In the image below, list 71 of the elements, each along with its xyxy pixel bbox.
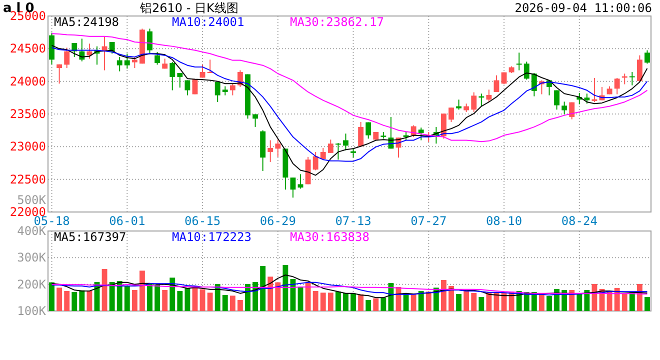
candlestick (524, 61, 530, 80)
text: MA5:167397 (54, 230, 126, 244)
y-tick-label: 22500 (10, 172, 46, 186)
candlestick (562, 101, 568, 115)
x-tick-label: 06-01 (109, 214, 146, 228)
candlestick (328, 139, 334, 154)
y-tick-label: 300K (17, 250, 47, 265)
candlestick (290, 177, 296, 198)
candlestick (177, 72, 183, 88)
x-tick-label: 06-15 (184, 214, 221, 228)
candlestick (170, 61, 176, 91)
candlestick (456, 99, 462, 110)
candlestick (486, 89, 492, 102)
y-tick-label: 100K (17, 304, 47, 318)
text: 500K (17, 193, 47, 207)
candlestick (312, 151, 318, 171)
candlestick (72, 42, 78, 58)
series-label: MA5:24198 (54, 15, 120, 29)
candlestick (350, 147, 356, 158)
candlestick (554, 90, 560, 110)
candlestick (441, 113, 446, 140)
candlestick (448, 107, 454, 122)
candlestick (64, 47, 70, 69)
candlestick (358, 121, 364, 148)
x-tick-label: 07-27 (410, 214, 447, 228)
candlestick (116, 56, 122, 72)
x-tick-label: 08-24 (561, 214, 598, 228)
candlestick (343, 133, 348, 151)
y-tick-label: 23500 (10, 107, 46, 121)
candlestick (629, 71, 635, 86)
y-tick-label: 23000 (10, 140, 46, 154)
candlestick (418, 127, 424, 141)
candlestick (366, 122, 372, 140)
text: MA10:24001 (172, 15, 244, 29)
y-tick-label: 400K (17, 224, 47, 238)
candlestick (207, 59, 213, 74)
candlestick (124, 53, 130, 70)
candlestick (298, 174, 304, 190)
candlestick (516, 52, 522, 71)
text: MA10:172223 (172, 230, 252, 244)
candlestick (644, 50, 650, 64)
text: MA30:163838 (290, 230, 370, 244)
candlestick (614, 78, 620, 95)
candlestick (214, 81, 220, 102)
x-tick-label: 06-29 (260, 214, 296, 228)
candlestick (636, 54, 642, 82)
candlestick (494, 74, 500, 92)
candlestick (275, 139, 281, 158)
candlestick (132, 56, 138, 69)
y-tick-label: 24500 (10, 42, 46, 56)
candlestick (335, 142, 341, 160)
text: MA30:23862.17 (290, 15, 384, 29)
candlestick (86, 43, 92, 60)
candlestick (147, 28, 152, 54)
candlestick (222, 86, 228, 96)
candlestick (268, 140, 274, 162)
y-tick-label: 200K (17, 277, 47, 292)
y-tick-label: 24000 (10, 74, 46, 88)
candlestick (471, 92, 477, 112)
x-tick-label: 08-10 (486, 214, 522, 228)
candlestick (184, 80, 190, 96)
candlestick (252, 114, 258, 128)
line-series (51, 274, 648, 298)
candlestick (192, 78, 198, 95)
candlestick (584, 93, 590, 104)
text: 2026-09-04 11:00:06 (514, 1, 652, 15)
x-tick-label: 07-13 (335, 214, 372, 228)
candlestick (56, 64, 62, 84)
candlestick (230, 83, 236, 96)
chart-title: 铝2610 - 日K线图 (139, 1, 238, 15)
candlestick (154, 52, 160, 66)
